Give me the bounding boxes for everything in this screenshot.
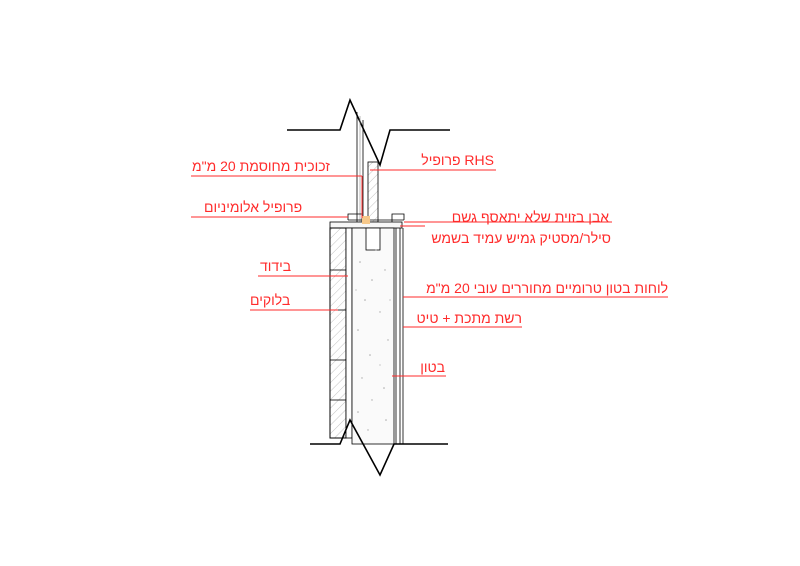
label-blocks: בלוקים: [250, 292, 290, 308]
label-rhs-profile: פרופיל RHS: [421, 152, 494, 168]
rhs-profile: [367, 161, 379, 223]
label-insulation: בידוד: [260, 258, 291, 274]
label-concrete: בטון: [420, 359, 445, 375]
concrete-speckles: [355, 249, 391, 431]
label-stone: אבן בזוית שלא יתאסף גשם: [452, 209, 610, 225]
label-sealer: סילר/מסטיק גמיש עמיד בשמש: [431, 230, 611, 246]
glass-panel: [356, 112, 364, 222]
bottom-break-line: [310, 418, 448, 477]
label-mesh: רשת מתכת + טיט: [417, 310, 522, 326]
leader-lines: [191, 169, 668, 377]
glass-notch: [365, 227, 381, 251]
label-aluminum-profile: פרופיל אלומיניום: [204, 199, 302, 215]
wall-body: [329, 227, 404, 445]
stone-cap: [329, 216, 403, 229]
label-glass: זכוכית מחוסמת 20 מ"מ: [192, 158, 330, 174]
label-concrete-boards: לוחות בטון טרומיים מחוררים עובי 20 מ"מ: [426, 280, 668, 296]
annotation-labels: פרופיל RHS זכוכית מחוסמת 20 מ"מ פרופיל א…: [192, 152, 668, 375]
top-break-line: [287, 97, 450, 168]
